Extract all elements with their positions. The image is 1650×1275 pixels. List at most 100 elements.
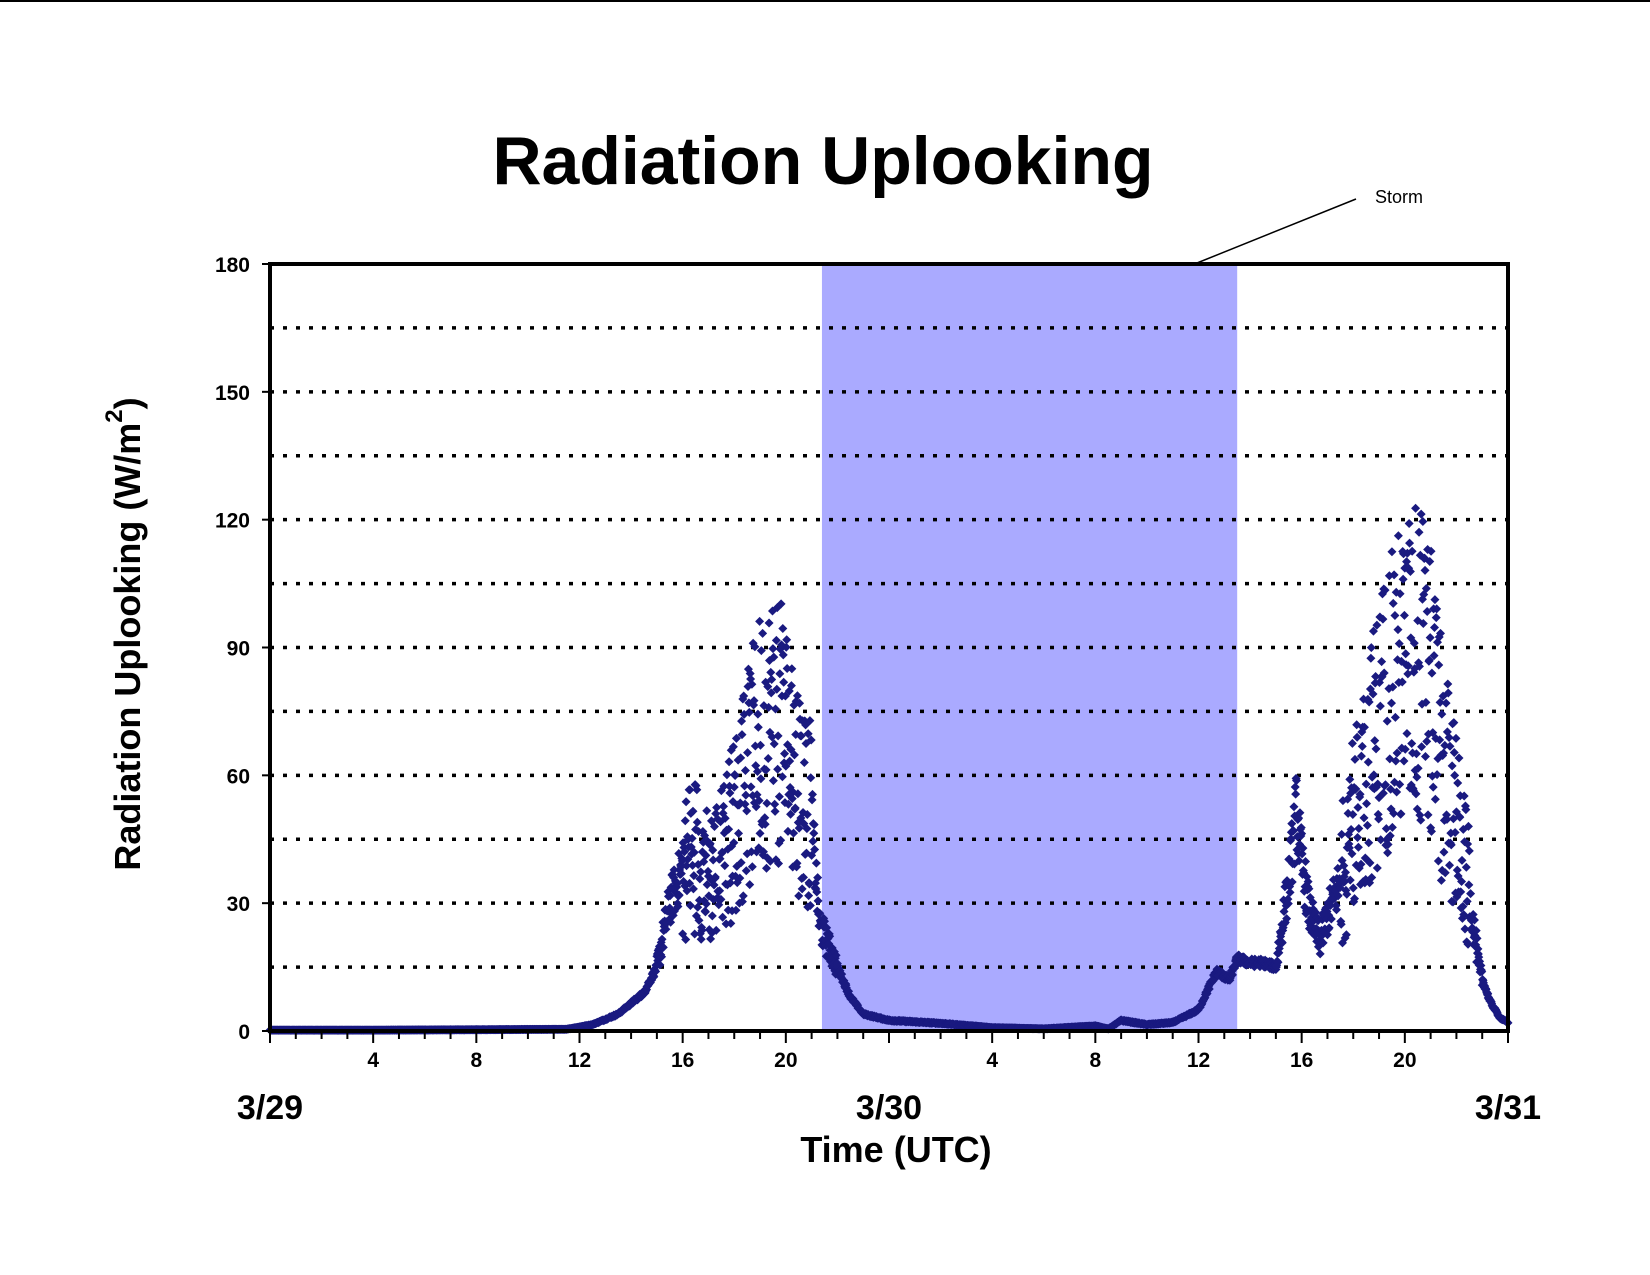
data-point xyxy=(685,785,695,795)
data-point xyxy=(1455,812,1465,822)
data-point xyxy=(1393,531,1403,541)
data-point xyxy=(1373,779,1383,789)
data-point xyxy=(730,770,740,780)
data-point xyxy=(1375,701,1385,711)
data-point xyxy=(736,753,746,763)
y-tick-label: 150 xyxy=(215,382,250,405)
data-point xyxy=(1378,788,1388,798)
data-point xyxy=(687,833,697,843)
data-point xyxy=(1459,791,1469,801)
data-point xyxy=(1388,682,1398,692)
data-point xyxy=(1464,846,1474,856)
data-point xyxy=(1364,697,1374,707)
data-point xyxy=(682,861,692,871)
data-point xyxy=(1411,749,1421,759)
data-point xyxy=(720,861,730,871)
data-point xyxy=(744,707,754,717)
data-point xyxy=(1380,585,1390,595)
data-point xyxy=(1357,741,1367,751)
data-point xyxy=(719,781,729,791)
data-point xyxy=(1383,848,1393,858)
data-point xyxy=(737,716,747,726)
data-point xyxy=(1385,831,1395,841)
data-point xyxy=(1407,739,1417,749)
data-point xyxy=(1367,872,1377,882)
x-tick-label: 4 xyxy=(367,1049,379,1072)
data-point xyxy=(716,894,726,904)
data-point xyxy=(809,828,819,838)
data-point xyxy=(1424,655,1434,665)
y-axis-label: Radiation Uplooking (W/m2) xyxy=(101,397,148,870)
data-point xyxy=(1457,876,1467,886)
data-point xyxy=(825,931,835,941)
data-point xyxy=(812,887,822,897)
data-point xyxy=(1303,877,1313,887)
data-point xyxy=(1399,610,1409,620)
data-point xyxy=(1446,840,1456,850)
y-axis-label-suffix: ) xyxy=(107,397,148,409)
data-point xyxy=(1383,839,1393,849)
data-point xyxy=(724,757,734,767)
y-tick-label: 60 xyxy=(227,765,250,788)
data-point xyxy=(1342,889,1352,899)
data-point xyxy=(803,729,813,739)
data-point xyxy=(1366,653,1376,663)
data-point xyxy=(697,925,707,935)
data-point xyxy=(1477,967,1487,977)
data-point xyxy=(680,816,690,826)
data-point xyxy=(1365,858,1375,868)
data-point xyxy=(1391,756,1401,766)
x-tick-label: 16 xyxy=(671,1049,694,1072)
data-point xyxy=(785,756,795,766)
data-point xyxy=(1413,763,1423,773)
data-point xyxy=(735,873,745,883)
data-point xyxy=(679,847,689,857)
data-point xyxy=(1354,824,1364,834)
data-point xyxy=(1464,880,1474,890)
data-point xyxy=(1371,744,1381,754)
data-point xyxy=(1273,957,1283,967)
data-point xyxy=(1460,924,1470,934)
data-point xyxy=(1368,689,1378,699)
x-tick-label: 20 xyxy=(1393,1049,1416,1072)
data-point xyxy=(1429,622,1439,632)
data-point xyxy=(1471,926,1481,936)
data-point xyxy=(681,934,691,944)
data-point xyxy=(1431,613,1441,623)
data-point xyxy=(767,675,777,685)
data-point xyxy=(1348,809,1358,819)
data-point xyxy=(781,642,791,652)
data-point xyxy=(1423,810,1433,820)
data-point xyxy=(810,845,820,855)
data-point xyxy=(1287,877,1297,887)
data-point xyxy=(762,798,772,808)
data-point xyxy=(790,803,800,813)
data-point xyxy=(1387,698,1397,708)
data-point xyxy=(763,682,773,692)
data-point xyxy=(1371,671,1381,681)
data-point xyxy=(766,667,776,677)
data-point xyxy=(701,899,711,909)
data-point xyxy=(689,871,699,881)
data-point xyxy=(722,770,732,780)
data-point xyxy=(1418,517,1428,527)
data-point xyxy=(1416,815,1426,825)
storm-annotation-label: Storm xyxy=(1375,187,1423,207)
data-point xyxy=(1398,574,1408,584)
data-point xyxy=(805,900,815,910)
data-point xyxy=(815,908,825,918)
data-point xyxy=(1458,901,1468,911)
data-point xyxy=(768,776,778,786)
data-point xyxy=(1466,889,1476,899)
data-point xyxy=(813,873,823,883)
data-point xyxy=(786,681,796,691)
data-point xyxy=(655,960,665,970)
data-point xyxy=(1333,891,1343,901)
data-point xyxy=(769,739,779,749)
data-point xyxy=(1440,868,1450,878)
data-point xyxy=(725,788,735,798)
data-point xyxy=(773,731,783,741)
data-point xyxy=(1434,660,1444,670)
data-point xyxy=(1350,754,1360,764)
